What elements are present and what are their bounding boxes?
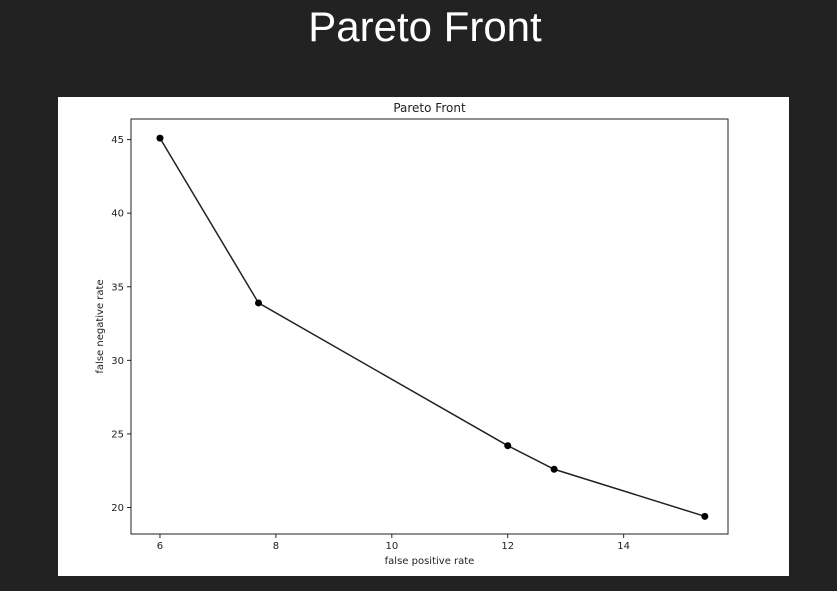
pareto-front-line [159, 137, 706, 518]
figure-panel: Pareto Front 6 8 10 12 14 20 25 30 35 40 45 false… [58, 97, 789, 576]
y-tick-label: 40 [111, 209, 124, 220]
x-axis-ticks: 6 8 10 12 14 [157, 534, 630, 552]
x-tick-label: 10 [385, 541, 398, 552]
plot-frame [130, 118, 729, 535]
data-points [156, 134, 709, 520]
chart-title: Pareto Front [393, 101, 466, 115]
y-axis-label: false negative rate [95, 279, 106, 373]
y-axis-ticks: 20 25 30 35 40 45 [111, 135, 131, 514]
x-tick-label: 8 [273, 541, 279, 552]
x-axis-label: false positive rate [385, 556, 475, 567]
data-point [504, 442, 512, 450]
y-tick-label: 25 [111, 429, 124, 440]
y-tick-label: 30 [111, 356, 124, 367]
y-tick-label: 45 [111, 135, 124, 146]
pareto-front-chart: Pareto Front 6 8 10 12 14 20 25 30 35 40 45 false… [95, 101, 729, 567]
x-tick-label: 14 [617, 541, 630, 552]
x-tick-label: 6 [157, 541, 163, 552]
y-tick-label: 20 [111, 503, 124, 514]
data-point [701, 512, 709, 520]
slide-title: Pareto Front [308, 3, 542, 50]
data-point [550, 465, 558, 473]
x-tick-label: 12 [501, 541, 514, 552]
data-point [156, 134, 164, 142]
data-point [255, 299, 263, 307]
y-tick-label: 35 [111, 282, 124, 293]
